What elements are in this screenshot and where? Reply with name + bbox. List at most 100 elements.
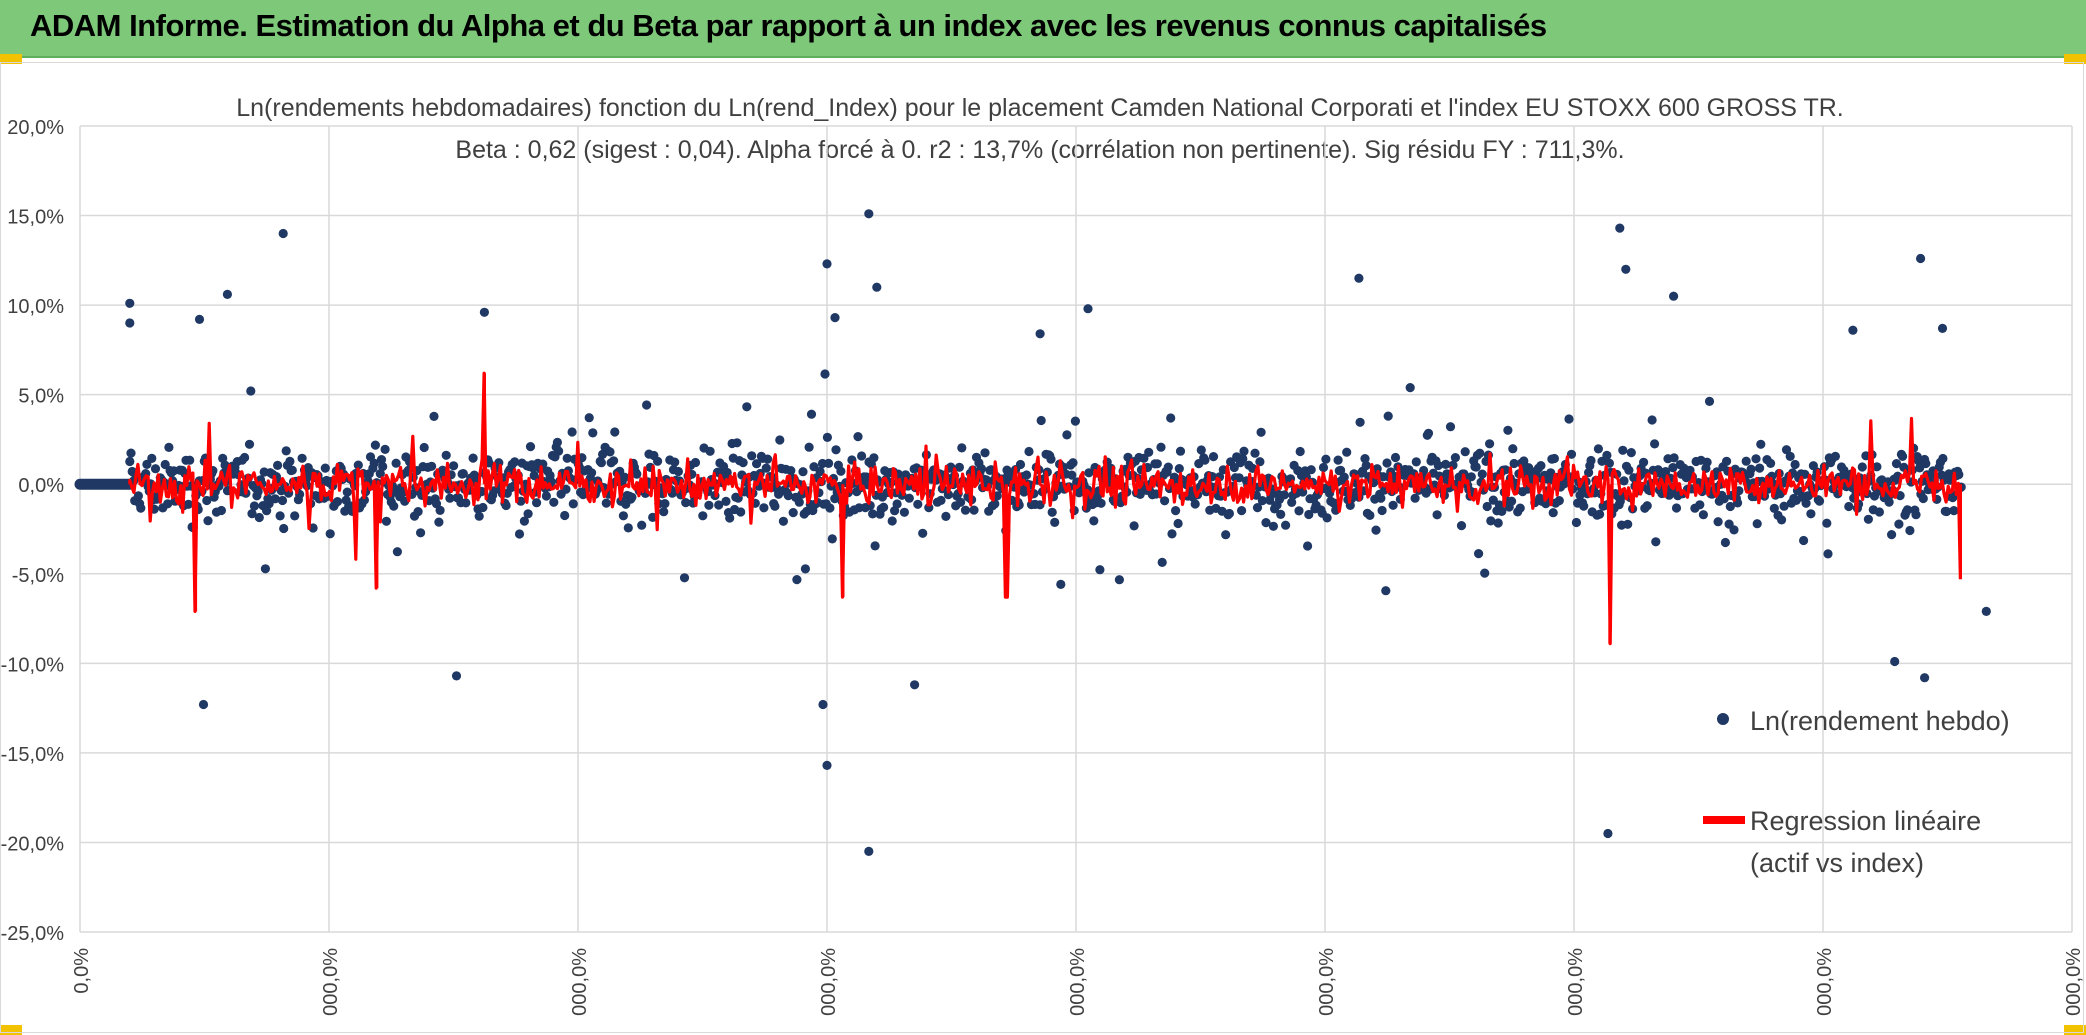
scatter-point: [1423, 428, 1434, 438]
scatter-point: [1304, 509, 1314, 520]
scatter-point: [1303, 541, 1313, 551]
scatter-point: [918, 528, 928, 538]
scatter-point: [1152, 459, 1162, 469]
scatter-point: [1281, 520, 1291, 530]
scatter-point: [1322, 513, 1332, 523]
scatter-point: [705, 446, 715, 456]
scatter-point-extreme: [872, 282, 882, 292]
scatter-point: [273, 460, 283, 470]
scatter-point: [1252, 503, 1263, 513]
scatter-point: [1618, 445, 1628, 455]
scatter-point: [660, 499, 670, 509]
scatter-point-extreme: [1920, 673, 1930, 683]
scatter-point: [1035, 500, 1045, 510]
scatter-point: [1067, 470, 1077, 480]
scatter-point: [270, 494, 280, 504]
chart-frame: [0, 62, 2084, 1033]
scatter-point: [541, 491, 552, 501]
scatter-point: [160, 459, 170, 470]
scatter-point: [1769, 503, 1779, 513]
scatter-point: [281, 446, 291, 456]
scatter-point: [254, 512, 264, 523]
scatter-point: [264, 499, 274, 509]
scatter-point: [1339, 472, 1349, 482]
scatter-point: [1725, 501, 1735, 512]
scatter-point: [1157, 557, 1167, 568]
scatter-point: [1390, 452, 1401, 463]
scatter-point: [770, 501, 780, 511]
scatter-point: [285, 456, 295, 466]
scatter-point: [126, 448, 136, 458]
scatter-point: [1642, 501, 1652, 511]
scatter-point: [742, 402, 752, 412]
scatter-point: [1751, 454, 1761, 464]
scatter-point: [1918, 493, 1928, 504]
scatter-point: [1911, 510, 1921, 520]
scatter-point: [1884, 497, 1894, 507]
scatter-point: [794, 497, 804, 507]
scatter-point: [216, 505, 226, 516]
scatter-point: [1460, 447, 1470, 457]
scatter-point: [1921, 458, 1931, 469]
scatter-point: [887, 516, 897, 526]
y-tick-label: 10,0%: [7, 296, 64, 318]
scatter-point: [164, 442, 174, 452]
scatter-point-extreme: [479, 307, 489, 317]
chart-subtitle: Beta : 0,62 (sigest : 0,04). Alpha forcé…: [455, 136, 1624, 164]
scatter-point: [956, 497, 966, 507]
x-tick-label: 000,0%: [818, 948, 840, 1016]
scatter-point: [1702, 457, 1712, 467]
scatter-point-extreme: [1603, 828, 1613, 839]
scatter-point: [1336, 465, 1346, 475]
scatter-point-extreme: [1354, 273, 1364, 283]
scatter-point: [936, 495, 946, 505]
scatter-point: [1814, 496, 1825, 506]
scatter-point: [690, 457, 701, 468]
scatter-point: [783, 491, 793, 501]
scatter-point: [1333, 455, 1343, 465]
scatter-point: [1624, 465, 1634, 475]
scatter-point: [461, 498, 471, 508]
scatter-point: [441, 450, 451, 460]
scatter-point: [275, 511, 285, 521]
y-tick-label: -15,0%: [1, 744, 65, 766]
scatter-point: [381, 516, 391, 526]
scatter-point: [1411, 457, 1421, 467]
scatter-point: [1497, 506, 1507, 516]
scatter-point: [510, 457, 520, 467]
scatter-point: [1548, 508, 1558, 518]
scatter-point: [1803, 491, 1814, 501]
scatter-point: [1746, 464, 1756, 474]
scatter-point: [1488, 495, 1498, 505]
scatter-point: [561, 484, 571, 494]
scatter-point: [1823, 549, 1833, 559]
scatter-point: [1799, 535, 1809, 546]
scatter-point: [960, 505, 971, 515]
scatter-point: [653, 456, 663, 466]
scatter-point: [244, 439, 255, 449]
scatter-point: [474, 511, 484, 521]
scatter-point: [287, 465, 297, 475]
scatter-point: [623, 523, 633, 533]
scatter-point: [1626, 448, 1636, 458]
scatter-point-extreme: [822, 259, 832, 269]
scatter-point: [1554, 496, 1564, 506]
scatter-point: [1668, 463, 1678, 473]
scatter-point: [1623, 519, 1633, 529]
scatter-point: [1755, 463, 1765, 473]
scatter-point: [1830, 451, 1840, 461]
scatter-point: [1095, 565, 1105, 575]
scatter-point: [1949, 506, 1959, 516]
scatter-point: [1541, 499, 1551, 509]
scatter-point: [1250, 448, 1260, 458]
scatter-point: [253, 487, 263, 497]
scatter-point: [1062, 430, 1072, 440]
legend-label-scatter: Ln(rendement hebdo): [1750, 706, 2010, 736]
x-tick-label: 000,0%: [320, 948, 342, 1016]
scatter-point: [1507, 496, 1517, 506]
scatter-point: [943, 490, 954, 500]
scatter-point: [1015, 459, 1026, 470]
scatter-point: [1801, 498, 1811, 508]
scatter-point: [353, 460, 363, 470]
scatter-point: [721, 496, 731, 506]
